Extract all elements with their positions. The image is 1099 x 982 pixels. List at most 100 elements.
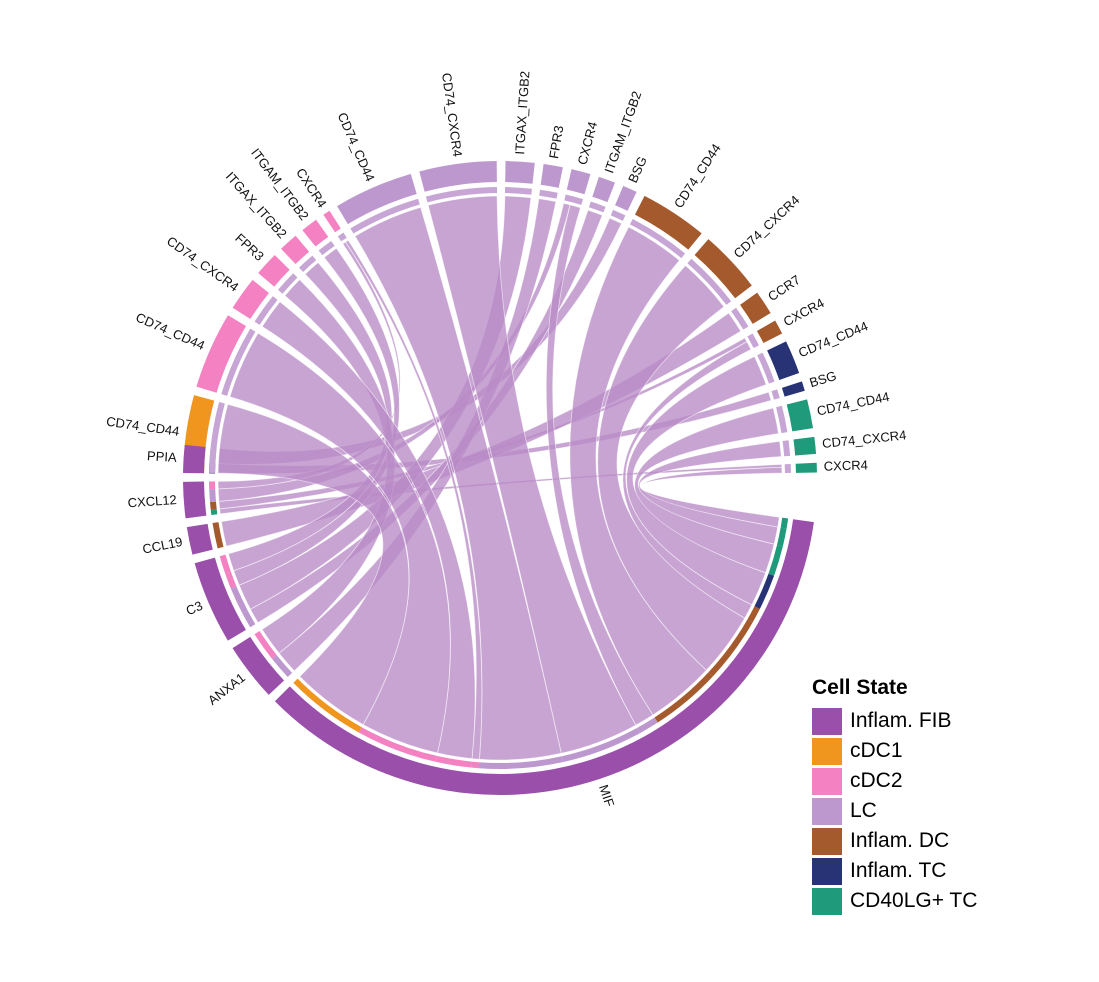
ligand-sector-mif-5	[274, 519, 814, 795]
ligand-target-strip	[708, 619, 753, 677]
receptor-source-strip	[588, 201, 606, 213]
receptor-label: CD74_CD44	[134, 310, 207, 353]
legend-swatch	[812, 737, 842, 765]
receptor-source-strip	[629, 219, 686, 259]
ligand-label: ANXA1	[205, 670, 248, 708]
chord-link-mif-14	[569, 226, 707, 716]
receptor-label: CD74_CD44	[796, 318, 870, 360]
receptor-sector-bsg-13	[615, 185, 637, 211]
receptor-source-strip	[539, 189, 558, 199]
ligand-target-strip	[561, 727, 641, 763]
ligand-sector-ccl19-2	[186, 523, 213, 555]
ligand-label: C3	[184, 598, 205, 618]
receptor-source-strip	[747, 333, 759, 349]
receptor-source-strip	[221, 328, 256, 396]
legend-label: Inflam. DC	[850, 829, 950, 852]
receptor-label: ITGAX_ITGB2	[512, 70, 532, 155]
chord-link-mif-6	[345, 239, 483, 760]
legend-swatch	[812, 857, 842, 885]
ligand-target-strip	[777, 527, 787, 547]
legend-item-cdc2: cDC2	[812, 766, 977, 796]
receptor-label: CXCR4	[781, 295, 827, 329]
receptor-source-strip	[209, 401, 225, 474]
legend-swatch	[812, 827, 842, 855]
receptor-source-strip	[784, 463, 791, 474]
receptor-source-strip	[425, 187, 498, 203]
receptor-sector-itgax-itgb2-4	[281, 235, 310, 264]
receptor-sector-cd74-cxcr4-21	[793, 436, 817, 456]
receptor-sector-cd74-cd44-18	[767, 341, 800, 380]
receptor-source-strip	[610, 209, 626, 221]
ligand-target-strip	[358, 727, 437, 762]
ligand-target-strip	[471, 761, 480, 769]
receptor-sector-cd74-cd44-20	[786, 399, 814, 432]
legend-swatch	[812, 887, 842, 915]
ligand-target-strip	[780, 517, 789, 529]
receptor-sector-fpr3-3	[258, 255, 290, 287]
ligand-target-strip	[209, 489, 216, 503]
legend-item-inflam-fib: Inflam. FIB	[812, 706, 977, 736]
legend-swatch	[812, 797, 842, 825]
receptor-source-strip	[254, 296, 278, 325]
chord-link-mif-0	[217, 403, 410, 726]
legend-label: Inflam. FIB	[850, 709, 952, 732]
legend-label: Inflam. TC	[850, 859, 947, 882]
ligand-sector-ppia-0	[183, 444, 206, 474]
receptor-sector-cd74-cd44-1	[196, 315, 246, 393]
receptor-source-strip	[757, 352, 775, 384]
receptor-label: BSG	[808, 368, 839, 390]
receptor-source-strip	[687, 258, 732, 305]
legend-title: Cell State	[812, 676, 908, 699]
chord-link-mif-11	[545, 204, 654, 726]
receptor-label: CD74_CD44	[671, 141, 724, 211]
ligand-target-strip	[293, 678, 362, 733]
legend-item-cdc1: cDC1	[812, 736, 977, 766]
receptor-source-strip	[278, 273, 298, 294]
ligand-sector-cxcl12-1	[183, 481, 207, 519]
receptor-sector-cxcr4-17	[756, 320, 783, 344]
receptor-sector-itgam-itgb2-12	[592, 176, 616, 203]
receptor-sector-itgam-itgb2-5	[302, 219, 329, 247]
receptor-sector-fpr3-10	[540, 164, 563, 188]
ligand-target-strip	[747, 606, 760, 623]
receptor-sector-cd74-cxcr4-2	[232, 279, 269, 319]
ligand-target-strip	[435, 755, 472, 768]
legend-item-inflam-tc: Inflam. TC	[812, 856, 977, 886]
ligand-target-strip	[212, 522, 224, 549]
receptor-source-strip	[776, 405, 788, 434]
ligand-sector-c3-3	[194, 557, 246, 641]
legend-swatch	[812, 707, 842, 735]
receptor-sector-cd74-cxcr4-8	[419, 161, 497, 192]
receptor-label: CXCR4	[824, 457, 869, 473]
receptor-label: FPR3	[546, 124, 566, 159]
receptor-label: CD74_CXCR4	[731, 192, 803, 261]
ligand-target-strip	[478, 756, 564, 770]
ligand-target-strip	[754, 573, 775, 610]
ligand-target-strip	[254, 630, 277, 659]
legend-label: LC	[850, 799, 877, 822]
receptor-sector-cd74-cxcr4-15	[694, 239, 752, 299]
receptor-source-strip	[350, 198, 420, 234]
receptor-label: CD74_CXCR4	[821, 427, 907, 451]
ligand-target-strip	[209, 481, 216, 490]
legend-swatch	[812, 767, 842, 795]
receptor-label: BSG	[625, 154, 650, 185]
legend-item-lc: LC	[812, 796, 977, 826]
ligand-label: CCL19	[141, 534, 184, 557]
ligand-target-strip	[210, 501, 217, 510]
chord-links	[217, 195, 783, 761]
ligand-target-strip	[654, 672, 713, 723]
receptor-sector-cxcr4-6	[323, 210, 341, 233]
receptor-sector-bsg-19	[781, 381, 805, 397]
receptor-source-strip	[731, 307, 749, 330]
receptor-source-strip	[771, 389, 780, 400]
legend-label: CD40LG+ TC	[850, 889, 978, 912]
inner-state-track	[209, 187, 791, 770]
receptor-label: CD74_CXCR4	[164, 233, 241, 294]
legend-item-inflam-dc: Inflam. DC	[812, 826, 977, 856]
receptor-label: CCR7	[765, 272, 803, 304]
receptor-label: CD74_CD44	[816, 389, 891, 419]
ligand-target-strip	[242, 610, 256, 628]
legend-label: cDC1	[850, 739, 903, 762]
